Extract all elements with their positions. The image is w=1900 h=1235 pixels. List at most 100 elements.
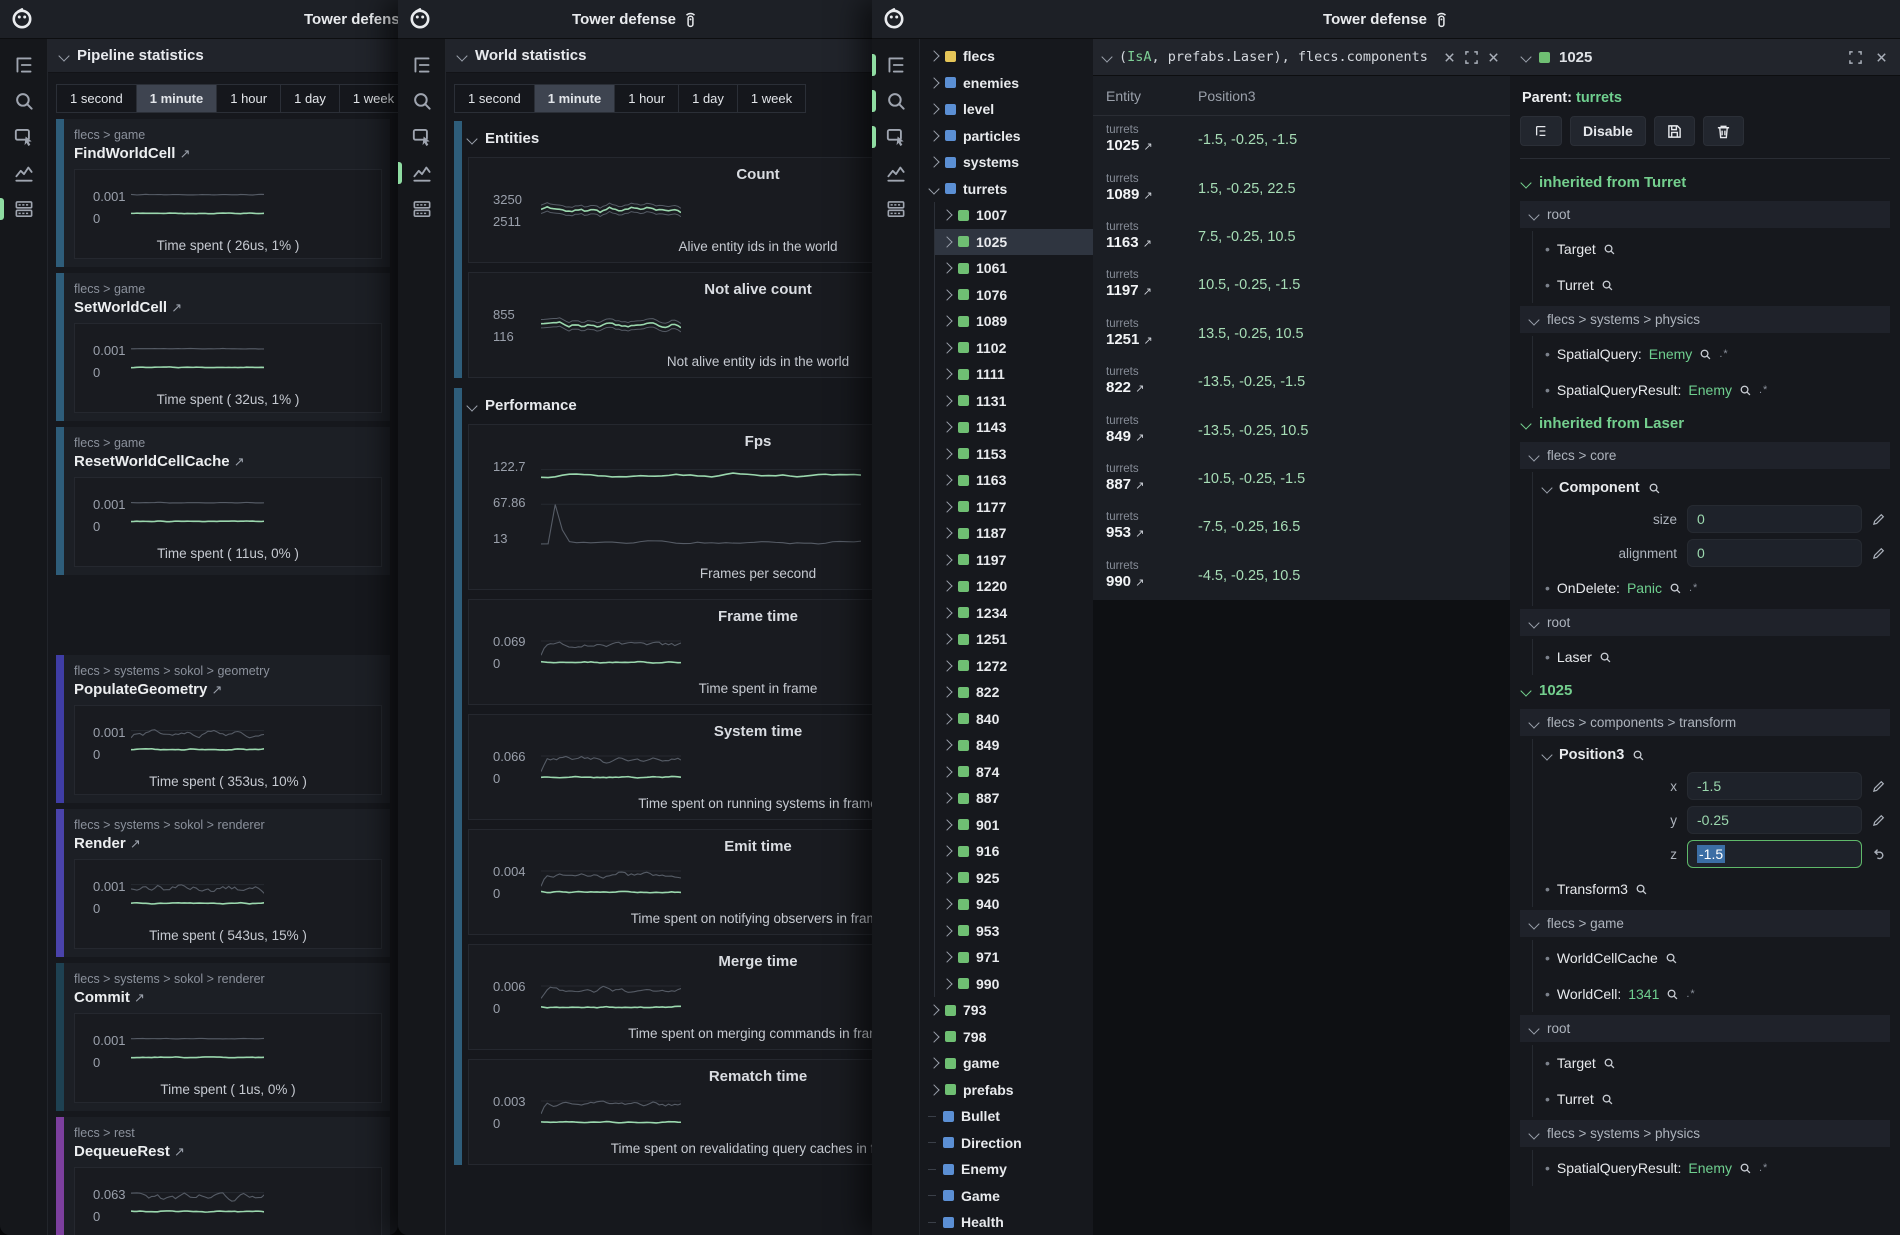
query-result-row[interactable]: turrets 1089 ↗ 1.5, -0.25, 22.5 <box>1093 164 1510 212</box>
open-link-icon[interactable]: ↗ <box>174 1144 185 1159</box>
query-header[interactable]: (IsA, prefabs.Laser), flecs.components <box>1093 39 1510 76</box>
expand-chevron-icon[interactable] <box>941 925 952 936</box>
pair-target-link[interactable]: Panic <box>1627 580 1662 596</box>
expand-chevron-icon[interactable] <box>941 899 952 910</box>
sidebar-charts-icon[interactable] <box>884 161 908 185</box>
tree-item-901[interactable]: 901 <box>935 812 1093 839</box>
tree-item-1111[interactable]: 1111 <box>935 361 1093 388</box>
query-magnifier-icon[interactable] <box>1603 243 1616 256</box>
tree-item-1163[interactable]: 1163 <box>935 467 1093 494</box>
expand-chevron-icon[interactable] <box>941 846 952 857</box>
inherit-section-1025[interactable]: 1025 <box>1520 675 1890 706</box>
tree-item-1177[interactable]: 1177 <box>935 494 1093 521</box>
query-result-row[interactable]: turrets 887 ↗ -10.5, -0.25, -1.5 <box>1093 455 1510 503</box>
open-link-icon[interactable]: ↗ <box>1135 577 1144 589</box>
sidebar-outline-tree-icon[interactable] <box>410 53 434 77</box>
system-name-link[interactable]: FindWorldCell ↗ <box>74 145 382 166</box>
query-magnifier-icon[interactable] <box>1739 384 1752 397</box>
sidebar-search-icon[interactable] <box>884 89 908 113</box>
tree-item-849[interactable]: 849 <box>935 732 1093 759</box>
tree-item-1007[interactable]: 1007 <box>935 202 1093 229</box>
query-magnifier-icon[interactable] <box>1699 348 1712 361</box>
component-group-flecs-core[interactable]: flecs > core <box>1520 442 1890 469</box>
component-group-flecs-systems-physics[interactable]: flecs > systems > physics <box>1520 1120 1890 1147</box>
system-name-link[interactable]: Render ↗ <box>74 835 382 856</box>
time-range-button-1-week[interactable]: 1 week <box>738 85 805 112</box>
tree-item-1061[interactable]: 1061 <box>935 255 1093 282</box>
component-group-flecs-systems-physics[interactable]: flecs > systems > physics <box>1520 306 1890 333</box>
component-group-root[interactable]: root <box>1520 201 1890 228</box>
tree-item-1153[interactable]: 1153 <box>935 441 1093 468</box>
tree-item-Health[interactable]: Health <box>920 1209 1093 1235</box>
titlebar[interactable]: Tower defense <box>0 0 398 39</box>
query-magnifier-icon[interactable] <box>1648 482 1661 495</box>
pair-wildcard-icon[interactable]: .* <box>1719 348 1728 360</box>
tree-item-840[interactable]: 840 <box>935 706 1093 733</box>
expand-chevron-icon[interactable] <box>928 1031 939 1042</box>
expand-chevron-icon[interactable] <box>941 581 952 592</box>
sidebar-inspect-icon[interactable] <box>12 125 36 149</box>
close-panel-icon[interactable] <box>1487 51 1500 64</box>
expand-chevron-icon[interactable] <box>941 952 952 963</box>
query-magnifier-icon[interactable] <box>1635 883 1648 896</box>
tree-item-1102[interactable]: 1102 <box>935 335 1093 362</box>
tree-item-798[interactable]: 798 <box>920 1024 1093 1051</box>
tree-item-1076[interactable]: 1076 <box>935 282 1093 309</box>
open-link-icon[interactable]: ↗ <box>1143 238 1152 250</box>
tree-item-874[interactable]: 874 <box>935 759 1093 786</box>
open-link-icon[interactable]: ↗ <box>134 990 145 1005</box>
edit-pencil-icon[interactable] <box>1872 814 1890 827</box>
expand-chevron-icon[interactable] <box>941 342 952 353</box>
tree-item-990[interactable]: 990 <box>935 971 1093 998</box>
expand-chevron-icon[interactable] <box>928 157 939 168</box>
system-name-link[interactable]: DequeueRest ↗ <box>74 1143 382 1164</box>
expand-chevron-icon[interactable] <box>941 236 952 247</box>
expand-chevron-icon[interactable] <box>928 1084 939 1095</box>
entity-id-link[interactable]: 953 ↗ <box>1106 524 1198 543</box>
tree-item-1143[interactable]: 1143 <box>935 414 1093 441</box>
pair-target-link[interactable]: Enemy <box>1688 1160 1732 1176</box>
titlebar[interactable]: Tower defense <box>398 0 872 39</box>
tree-item-1234[interactable]: 1234 <box>935 600 1093 627</box>
time-range-button-1-second[interactable]: 1 second <box>455 85 535 112</box>
component-group-root[interactable]: root <box>1520 1015 1890 1042</box>
expand-chevron-icon[interactable] <box>941 713 952 724</box>
entity-id-link[interactable]: 1163 ↗ <box>1106 234 1198 253</box>
open-link-icon[interactable]: ↗ <box>130 836 141 851</box>
pair-wildcard-icon[interactable]: .* <box>1759 1162 1768 1174</box>
tree-item-1089[interactable]: 1089 <box>935 308 1093 335</box>
open-link-icon[interactable]: ↗ <box>1135 528 1144 540</box>
tree-item-Direction[interactable]: Direction <box>920 1130 1093 1157</box>
collapse-chevron-icon[interactable] <box>928 183 939 194</box>
query-magnifier-icon[interactable] <box>1666 988 1679 1001</box>
tree-item-Bullet[interactable]: Bullet <box>920 1103 1093 1130</box>
expand-chevron-icon[interactable] <box>928 77 939 88</box>
parent-link[interactable]: turrets <box>1576 90 1622 106</box>
expand-chevron-icon[interactable] <box>941 607 952 618</box>
query-magnifier-icon[interactable] <box>1632 749 1645 762</box>
sidebar-stats-icon[interactable] <box>884 197 908 221</box>
sidebar-inspect-icon[interactable] <box>884 125 908 149</box>
pair-wildcard-icon[interactable]: .* <box>1689 582 1698 594</box>
expand-chevron-icon[interactable] <box>941 289 952 300</box>
sidebar-charts-icon[interactable] <box>12 161 36 185</box>
entity-id-link[interactable]: 990 ↗ <box>1106 573 1198 592</box>
edit-pencil-icon[interactable] <box>1872 513 1890 526</box>
expand-chevron-icon[interactable] <box>928 1058 939 1069</box>
field-input-alignment[interactable]: 0 <box>1687 539 1862 567</box>
clear-query-icon[interactable] <box>1443 51 1456 64</box>
show-in-tree-button[interactable] <box>1520 116 1562 146</box>
expand-chevron-icon[interactable] <box>941 740 952 751</box>
open-link-icon[interactable]: ↗ <box>1143 286 1152 298</box>
expand-chevron-icon[interactable] <box>928 104 939 115</box>
query-magnifier-icon[interactable] <box>1601 1093 1614 1106</box>
expand-chevron-icon[interactable] <box>928 51 939 62</box>
open-link-icon[interactable]: ↗ <box>1144 141 1153 153</box>
tree-item-822[interactable]: 822 <box>935 679 1093 706</box>
pair-target-link[interactable]: Enemy <box>1688 382 1732 398</box>
component-group-root[interactable]: root <box>1520 609 1890 636</box>
query-magnifier-icon[interactable] <box>1665 952 1678 965</box>
tree-item-916[interactable]: 916 <box>935 838 1093 865</box>
query-result-row[interactable]: turrets 953 ↗ -7.5, -0.25, 16.5 <box>1093 503 1510 551</box>
entity-id-link[interactable]: 1089 ↗ <box>1106 186 1198 205</box>
